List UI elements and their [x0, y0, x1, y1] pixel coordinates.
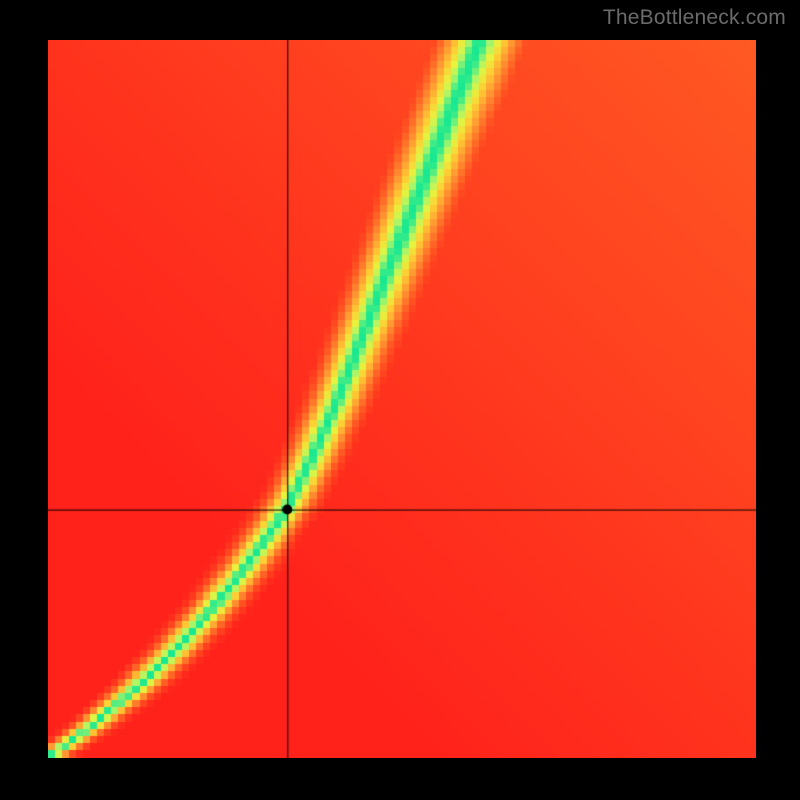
- bottleneck-heatmap: [48, 40, 756, 758]
- watermark-text: TheBottleneck.com: [603, 6, 786, 30]
- chart-container: TheBottleneck.com: [0, 0, 800, 800]
